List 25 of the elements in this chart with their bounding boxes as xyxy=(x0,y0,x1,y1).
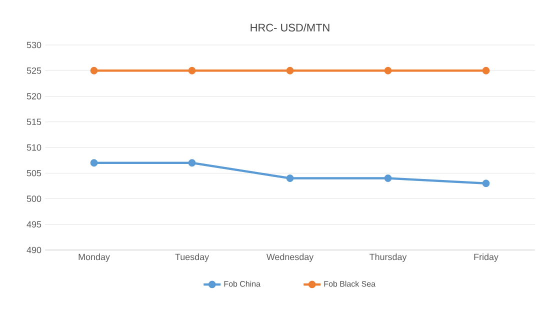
x-tick-label: Friday xyxy=(474,254,498,262)
y-tick-label: 520 xyxy=(26,93,42,100)
x-tick-label: Wednesday xyxy=(266,254,314,262)
point xyxy=(482,180,490,188)
x-tick-label: Tuesday xyxy=(175,254,210,262)
y-tick-label: 505 xyxy=(26,170,42,176)
point xyxy=(482,66,490,74)
x-tick-label: Monday xyxy=(78,254,110,262)
y-tick-label: 510 xyxy=(26,144,42,151)
chart-title: HRC- USD/MTN xyxy=(250,23,330,32)
y-tick-label: 515 xyxy=(26,118,42,126)
point xyxy=(384,66,392,74)
point xyxy=(90,159,98,167)
y-tick-label: 525 xyxy=(26,67,42,74)
x-tick-label: Thursday xyxy=(370,254,407,262)
y-tick-label: 495 xyxy=(26,221,42,228)
point xyxy=(90,66,98,74)
y-tick-label: 500 xyxy=(26,196,42,202)
point xyxy=(188,159,196,167)
y-tick-label: 490 xyxy=(26,246,42,254)
point xyxy=(384,174,392,182)
y-tick-label: 530 xyxy=(26,42,42,48)
point xyxy=(286,66,294,74)
point xyxy=(188,66,196,74)
point xyxy=(286,174,294,182)
